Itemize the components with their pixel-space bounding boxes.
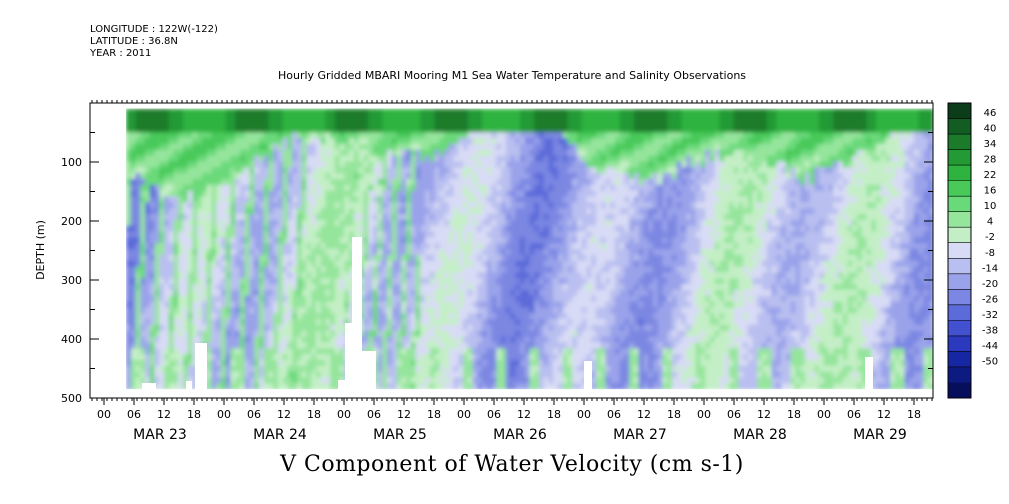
colorbar-swatch	[948, 382, 971, 399]
y-axis-label: DEPTH (m)	[34, 220, 47, 280]
colorbar-label: -14	[982, 263, 998, 274]
colorbar-label: -32	[982, 310, 998, 321]
y-tick-label: 500	[61, 392, 82, 405]
x-hour-tick-label: 12	[397, 408, 411, 421]
x-hour-tick-label: 00	[457, 408, 471, 421]
colorbar: 46 40 34 28 22 16 10 4 -2 -8 -14 -20 -26 -32 -38 -44 -50	[947, 102, 998, 399]
x-day-label: MAR 27	[613, 427, 667, 443]
colorbar-swatch	[948, 134, 971, 151]
x-hour-tick-label: 12	[877, 408, 891, 421]
colorbar-swatch	[948, 320, 971, 337]
x-hour-tick-label: 00	[337, 408, 351, 421]
x-hour-tick-label: 12	[277, 408, 291, 421]
x-hour-tick-label: 00	[817, 408, 831, 421]
x-hour-tick-label: 12	[517, 408, 531, 421]
x-hour-tick-label: 18	[787, 408, 801, 421]
colorbar-label: -20	[982, 279, 998, 290]
x-hour-tick-label: 00	[97, 408, 111, 421]
data-gap	[865, 357, 873, 390]
latitude-label: LATITUDE : 36.8N	[90, 36, 178, 47]
x-hour-tick-label: 00	[697, 408, 711, 421]
colorbar-label: 10	[984, 201, 997, 212]
colorbar-swatch	[948, 211, 971, 228]
x-hour-tick-label: 06	[487, 408, 501, 421]
data-gap	[195, 343, 207, 390]
x-hour-tick-label: 06	[607, 408, 621, 421]
colorbar-swatch	[948, 351, 971, 368]
colorbar-label: -2	[985, 232, 995, 243]
x-day-label: MAR 23	[133, 427, 187, 443]
y-axis: 100 200 300 400 500 DEPTH (m)	[34, 132, 933, 405]
colorbar-label: 22	[984, 170, 997, 181]
colorbar-swatch	[948, 335, 971, 352]
colorbar-label: 46	[984, 108, 997, 119]
y-tick-label: 300	[61, 274, 82, 287]
colorbar-label: -8	[985, 248, 995, 259]
data-gap	[142, 383, 156, 390]
colorbar-swatch	[948, 304, 971, 321]
y-tick-label: 200	[61, 215, 82, 228]
x-hour-tick-label: 12	[757, 408, 771, 421]
colorbar-swatch	[948, 273, 971, 290]
variable-label: V Component of Water Velocity (cm s-1)	[280, 452, 744, 477]
y-tick-label: 100	[61, 156, 82, 169]
data-gap	[584, 361, 592, 390]
x-day-label: MAR 26	[493, 427, 547, 443]
x-hour-tick-label: 18	[307, 408, 321, 421]
colorbar-swatch	[948, 103, 971, 120]
colorbar-label: 34	[984, 139, 997, 150]
colorbar-swatch	[948, 258, 971, 275]
y-tick-label: 400	[61, 333, 82, 346]
heatmap-field	[90, 103, 933, 398]
data-gap	[362, 351, 376, 390]
x-hour-tick-label: 18	[667, 408, 681, 421]
longitude-label: LONGITUDE : 122W(-122)	[90, 24, 218, 35]
colorbar-label: -44	[982, 341, 998, 352]
data-gaps	[142, 237, 873, 390]
colorbar-swatch	[948, 180, 971, 197]
year-label: YEAR : 2011	[90, 48, 152, 59]
x-hour-tick-label: 18	[427, 408, 441, 421]
colorbar-swatch	[948, 227, 971, 244]
x-day-label: MAR 25	[373, 427, 427, 443]
x-hour-tick-label: 06	[847, 408, 861, 421]
x-hour-tick-label: 18	[187, 408, 201, 421]
data-gap	[338, 380, 345, 390]
data-gap	[186, 381, 192, 390]
data-gap	[352, 237, 362, 390]
colorbar-label: 28	[984, 155, 997, 166]
metadata-block: LONGITUDE : 122W(-122) LATITUDE : 36.8N …	[90, 24, 218, 60]
colorbar-label: -50	[982, 356, 998, 367]
x-hour-tick-label: 06	[727, 408, 741, 421]
chart-title: Hourly Gridded MBARI Mooring M1 Sea Wate…	[277, 69, 747, 82]
x-day-label: MAR 29	[853, 427, 907, 443]
colorbar-swatch	[948, 118, 971, 135]
x-hour-tick-label: 12	[637, 408, 651, 421]
x-hour-tick-label: 12	[157, 408, 171, 421]
colorbar-label: 4	[987, 217, 993, 228]
colorbar-label: 16	[984, 186, 997, 197]
colorbar-swatch	[948, 366, 971, 383]
colorbar-label: 40	[984, 124, 997, 135]
data-gap	[345, 323, 352, 390]
colorbar-swatch	[948, 165, 971, 182]
x-hour-tick-label: 00	[577, 408, 591, 421]
colorbar-swatch	[948, 149, 971, 166]
x-hour-tick-label: 06	[247, 408, 261, 421]
x-hour-tick-label: 06	[127, 408, 141, 421]
colorbar-label: -38	[982, 325, 998, 336]
x-hour-tick-label: 18	[907, 408, 921, 421]
colorbar-swatch	[948, 289, 971, 306]
colorbar-swatch	[948, 196, 971, 213]
colorbar-label: -26	[982, 294, 998, 305]
top-axis-ticks	[91, 100, 933, 401]
x-day-label: MAR 24	[253, 427, 307, 443]
colorbar-swatch	[948, 242, 971, 259]
x-axis: 00 06 12 18 00 06 12 18 00 06 12 18 00 06 12 18 00 06 12 18…	[97, 398, 921, 443]
x-day-label: MAR 28	[733, 427, 787, 443]
x-hour-tick-label: 06	[367, 408, 381, 421]
x-hour-tick-label: 00	[217, 408, 231, 421]
x-hour-tick-label: 18	[547, 408, 561, 421]
